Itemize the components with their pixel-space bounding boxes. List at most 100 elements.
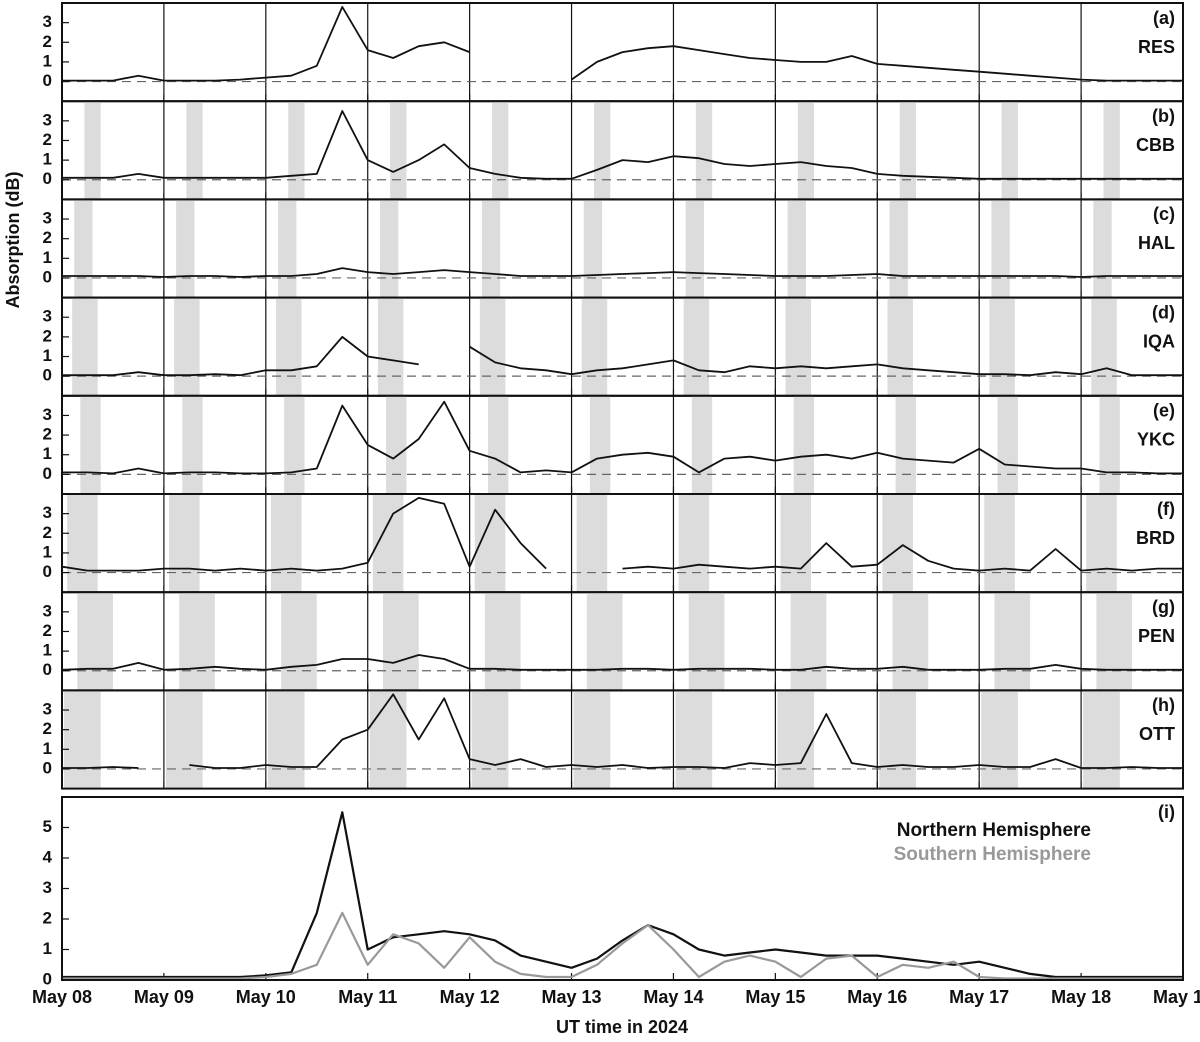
y-tick-label: 3 bbox=[43, 307, 52, 326]
shaded-interval bbox=[179, 592, 215, 691]
panel-label: (b) bbox=[1152, 106, 1175, 126]
shaded-interval bbox=[479, 297, 506, 396]
y-tick-label: 1 bbox=[43, 248, 52, 267]
x-tick-label: May 15 bbox=[745, 987, 805, 1007]
shaded-interval bbox=[471, 690, 509, 789]
panel-label: (f) bbox=[1157, 499, 1175, 519]
x-tick-label: May 12 bbox=[440, 987, 500, 1007]
panel-label: (c) bbox=[1153, 204, 1175, 224]
x-tick-label: May 10 bbox=[236, 987, 296, 1007]
x-tick-label: May 13 bbox=[542, 987, 602, 1007]
shaded-interval bbox=[267, 690, 305, 789]
shaded-interval bbox=[981, 690, 1018, 789]
shaded-interval bbox=[899, 101, 916, 200]
shaded-interval bbox=[997, 395, 1018, 494]
panel-label: (a) bbox=[1153, 8, 1175, 28]
shaded-interval bbox=[1099, 395, 1120, 494]
shaded-interval bbox=[276, 297, 302, 396]
x-axis-label: UT time in 2024 bbox=[556, 1017, 688, 1037]
x-tick-label: May 14 bbox=[643, 987, 703, 1007]
shaded-interval bbox=[165, 690, 203, 789]
y-tick-label: 1 bbox=[43, 542, 52, 561]
shaded-interval bbox=[186, 101, 203, 200]
legend-entry: Northern Hemisphere bbox=[897, 820, 1091, 841]
shaded-interval bbox=[1083, 690, 1120, 789]
panel-frame bbox=[61, 689, 1184, 790]
data-line bbox=[62, 6, 1183, 82]
y-tick-label: 0 bbox=[43, 464, 52, 483]
data-line bbox=[62, 110, 1183, 180]
shaded-interval bbox=[589, 395, 611, 494]
station-label: HAL bbox=[1138, 233, 1175, 253]
station-label: RES bbox=[1138, 37, 1175, 57]
panel-label: (g) bbox=[1152, 597, 1175, 617]
shaded-interval bbox=[793, 395, 815, 494]
shaded-interval bbox=[695, 101, 713, 200]
shaded-interval bbox=[889, 199, 908, 298]
y-tick-label: 2 bbox=[43, 719, 52, 738]
x-tick-label: May 18 bbox=[1051, 987, 1111, 1007]
y-tick-label: 0 bbox=[43, 366, 52, 385]
y-tick-label: 1 bbox=[43, 346, 52, 365]
shaded-interval bbox=[1086, 494, 1117, 593]
y-tick-label: 5 bbox=[43, 817, 52, 836]
shaded-interval bbox=[576, 494, 608, 593]
data-line bbox=[62, 911, 1183, 980]
y-tick-label: 2 bbox=[43, 425, 52, 444]
shaded-interval bbox=[386, 395, 407, 494]
shaded-interval bbox=[74, 199, 93, 298]
station-label: PEN bbox=[1138, 626, 1175, 646]
shaded-interval bbox=[492, 101, 509, 200]
y-tick-label: 3 bbox=[43, 601, 52, 620]
y-tick-label: 2 bbox=[43, 621, 52, 640]
x-tick-label: May 09 bbox=[134, 987, 194, 1007]
shaded-interval bbox=[780, 494, 812, 593]
panel-label: (e) bbox=[1153, 401, 1175, 421]
shaded-interval bbox=[383, 592, 419, 691]
data-line bbox=[61, 654, 1183, 671]
x-tick-label: May 17 bbox=[949, 987, 1009, 1007]
x-tick-label: May 11 bbox=[338, 987, 397, 1007]
shaded-interval bbox=[278, 199, 297, 298]
shaded-interval bbox=[379, 199, 399, 298]
y-tick-label: 3 bbox=[43, 12, 52, 31]
y-tick-label: 2 bbox=[43, 228, 52, 247]
shaded-interval bbox=[72, 297, 98, 396]
y-tick-label: 0 bbox=[43, 267, 52, 286]
shaded-interval bbox=[1096, 592, 1133, 691]
shaded-interval bbox=[288, 101, 305, 200]
data-line bbox=[62, 693, 1183, 769]
y-tick-label: 1 bbox=[43, 444, 52, 463]
shaded-interval bbox=[787, 199, 806, 298]
shaded-interval bbox=[64, 690, 101, 789]
shaded-interval bbox=[481, 199, 501, 298]
shaded-interval bbox=[80, 395, 101, 494]
shaded-interval bbox=[688, 592, 725, 691]
shaded-interval bbox=[174, 297, 200, 396]
y-tick-label: 1 bbox=[43, 150, 52, 169]
shaded-interval bbox=[984, 494, 1015, 593]
shaded-interval bbox=[284, 395, 305, 494]
x-tick-label: May 08 bbox=[32, 987, 92, 1007]
shaded-interval bbox=[675, 690, 713, 789]
shaded-interval bbox=[879, 690, 916, 789]
shaded-interval bbox=[777, 690, 815, 789]
shaded-interval bbox=[683, 297, 710, 396]
shaded-interval bbox=[182, 395, 203, 494]
legend-entry: Southern Hemisphere bbox=[894, 844, 1091, 865]
station-label: OTT bbox=[1139, 724, 1175, 744]
shaded-interval bbox=[1091, 297, 1117, 396]
shaded-interval bbox=[691, 395, 713, 494]
shaded-interval bbox=[991, 199, 1010, 298]
y-axis-label: Absorption (dB) bbox=[3, 172, 23, 309]
x-tick-label: May 19 bbox=[1153, 987, 1200, 1007]
shaded-interval bbox=[487, 395, 509, 494]
shaded-interval bbox=[797, 101, 815, 200]
shaded-interval bbox=[169, 494, 200, 593]
y-tick-label: 0 bbox=[43, 660, 52, 679]
shaded-interval bbox=[573, 690, 611, 789]
station-label: BRD bbox=[1136, 528, 1175, 548]
panel-label: (i) bbox=[1158, 802, 1175, 822]
panel-label: (h) bbox=[1152, 695, 1175, 715]
shaded-interval bbox=[581, 297, 608, 396]
